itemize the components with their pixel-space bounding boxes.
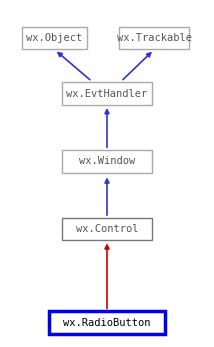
- Text: wx.EvtHandler: wx.EvtHandler: [66, 89, 148, 99]
- Text: wx.RadioButton: wx.RadioButton: [63, 318, 151, 328]
- FancyBboxPatch shape: [62, 218, 152, 240]
- FancyBboxPatch shape: [119, 27, 189, 50]
- Text: wx.Object: wx.Object: [27, 33, 83, 43]
- FancyBboxPatch shape: [22, 27, 87, 50]
- FancyBboxPatch shape: [62, 83, 152, 105]
- Text: wx.Window: wx.Window: [79, 156, 135, 166]
- Text: wx.Trackable: wx.Trackable: [117, 33, 192, 43]
- FancyBboxPatch shape: [62, 150, 152, 173]
- FancyBboxPatch shape: [49, 312, 165, 334]
- Text: wx.Control: wx.Control: [76, 224, 138, 234]
